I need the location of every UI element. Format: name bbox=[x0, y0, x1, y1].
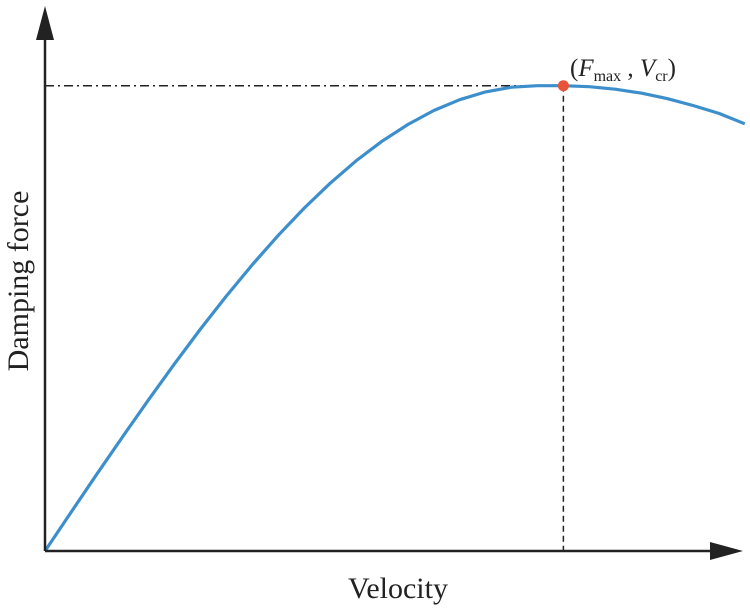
annotation-velocity-subscript: cr bbox=[655, 68, 668, 85]
guide-lines bbox=[45, 84, 565, 551]
annotation-force-subscript: max bbox=[594, 68, 622, 85]
annotation-open-paren: ( bbox=[570, 55, 578, 82]
damping-force-curve bbox=[43, 84, 746, 552]
axes bbox=[36, 6, 743, 560]
annotation-force-symbol: F bbox=[577, 55, 594, 82]
annotation-velocity-symbol: V bbox=[640, 55, 658, 82]
annotation-separator: , bbox=[621, 55, 640, 82]
y-axis-arrowhead bbox=[36, 6, 54, 40]
annotation-close-paren: ) bbox=[668, 55, 676, 82]
peak-annotation: (Fmax , Vcr) bbox=[570, 55, 676, 85]
x-axis-arrowhead bbox=[710, 542, 743, 560]
x-axis-label: Velocity bbox=[348, 572, 448, 605]
y-axis-label: Damping force bbox=[2, 191, 35, 372]
peak-point-marker bbox=[557, 80, 569, 92]
